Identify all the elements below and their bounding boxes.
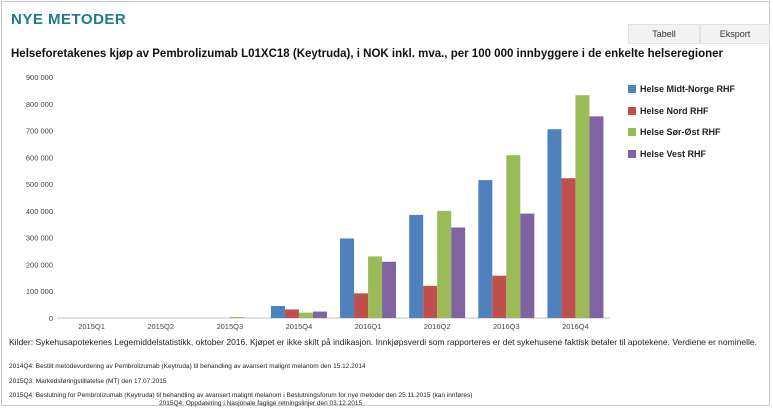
x-tick-label: 2016Q2 xyxy=(424,322,451,331)
bar xyxy=(478,180,493,318)
bar xyxy=(520,213,535,318)
chart-title: Helseforetakenes kjøp av Pembrolizumab L… xyxy=(11,48,723,60)
legend-swatch xyxy=(628,106,636,115)
note-line: 2014Q4: Bestilt metodevurdering av Pembr… xyxy=(9,363,366,370)
y-tick-label: 200 000 xyxy=(26,260,53,269)
legend-item: Helse Vest RHF xyxy=(628,149,735,171)
bar xyxy=(561,178,576,318)
bar xyxy=(589,116,604,318)
legend-label: Helse Nord RHF xyxy=(640,105,709,116)
x-tick-label: 2015Q1 xyxy=(78,322,105,331)
y-tick-label: 800 000 xyxy=(26,100,53,109)
legend-swatch xyxy=(628,149,636,158)
tabell-button[interactable]: Tabell xyxy=(628,24,700,44)
bar xyxy=(575,95,590,318)
bar xyxy=(284,309,299,318)
note-line: 2015Q4: Beslutning for Pembrolizumab (Ke… xyxy=(9,392,473,399)
chart-legend: Helse Midt-Norge RHF Helse Nord RHF Helse … xyxy=(628,84,735,170)
y-tick-label: 100 000 xyxy=(26,287,53,296)
note-line: 2015Q3: Markedsføringstillatelse (MT) de… xyxy=(9,378,167,385)
y-tick-label: 400 000 xyxy=(26,207,53,216)
bar xyxy=(423,285,438,318)
bar xyxy=(340,238,355,318)
y-tick-label: 700 000 xyxy=(26,127,53,136)
note-line: 2015Q4: Oppdatering i Nasjonale faglige … xyxy=(159,400,363,407)
bar xyxy=(229,316,244,318)
bar xyxy=(451,227,466,318)
bar xyxy=(368,256,383,318)
y-tick-label: 500 000 xyxy=(26,180,53,189)
legend-label: Helse Midt-Norge RHF xyxy=(640,84,736,94)
bar xyxy=(298,312,313,318)
legend-item: Helse Nord RHF xyxy=(628,106,735,128)
bar xyxy=(492,275,507,318)
bar xyxy=(354,293,369,318)
legend-item: Helse Midt-Norge RHF xyxy=(628,84,735,106)
legend-item: Helse Sør-Øst RHF xyxy=(628,127,735,149)
bar xyxy=(547,129,562,318)
y-tick-label: 900 000 xyxy=(26,73,53,82)
bar xyxy=(506,155,521,318)
x-tick-label: 2016Q1 xyxy=(355,322,382,331)
eksport-button[interactable]: Eksport xyxy=(700,24,770,44)
sources-text: Kilder: Sykehusapotekenes Legemiddelstat… xyxy=(9,337,757,347)
nye-metoder-logo: NYE METODER xyxy=(11,11,127,28)
bar xyxy=(437,210,452,318)
legend-label: Helse Vest RHF xyxy=(640,148,707,159)
bar xyxy=(312,311,327,318)
legend-swatch xyxy=(628,128,636,136)
x-tick-label: 2015Q2 xyxy=(147,322,174,331)
x-tick-label: 2015Q4 xyxy=(286,322,313,331)
y-tick-label: 300 000 xyxy=(26,234,53,243)
legend-swatch xyxy=(628,85,636,93)
bar xyxy=(270,305,285,318)
bar xyxy=(382,261,397,318)
x-tick-label: 2016Q3 xyxy=(493,322,520,331)
x-tick-label: 2015Q3 xyxy=(216,322,243,331)
y-tick-label: 600 000 xyxy=(26,153,53,162)
x-tick-label: 2016Q4 xyxy=(562,322,589,331)
legend-label: Helse Sør-Øst RHF xyxy=(640,127,721,137)
bar xyxy=(409,214,424,318)
y-tick-label: 0 xyxy=(49,314,53,323)
